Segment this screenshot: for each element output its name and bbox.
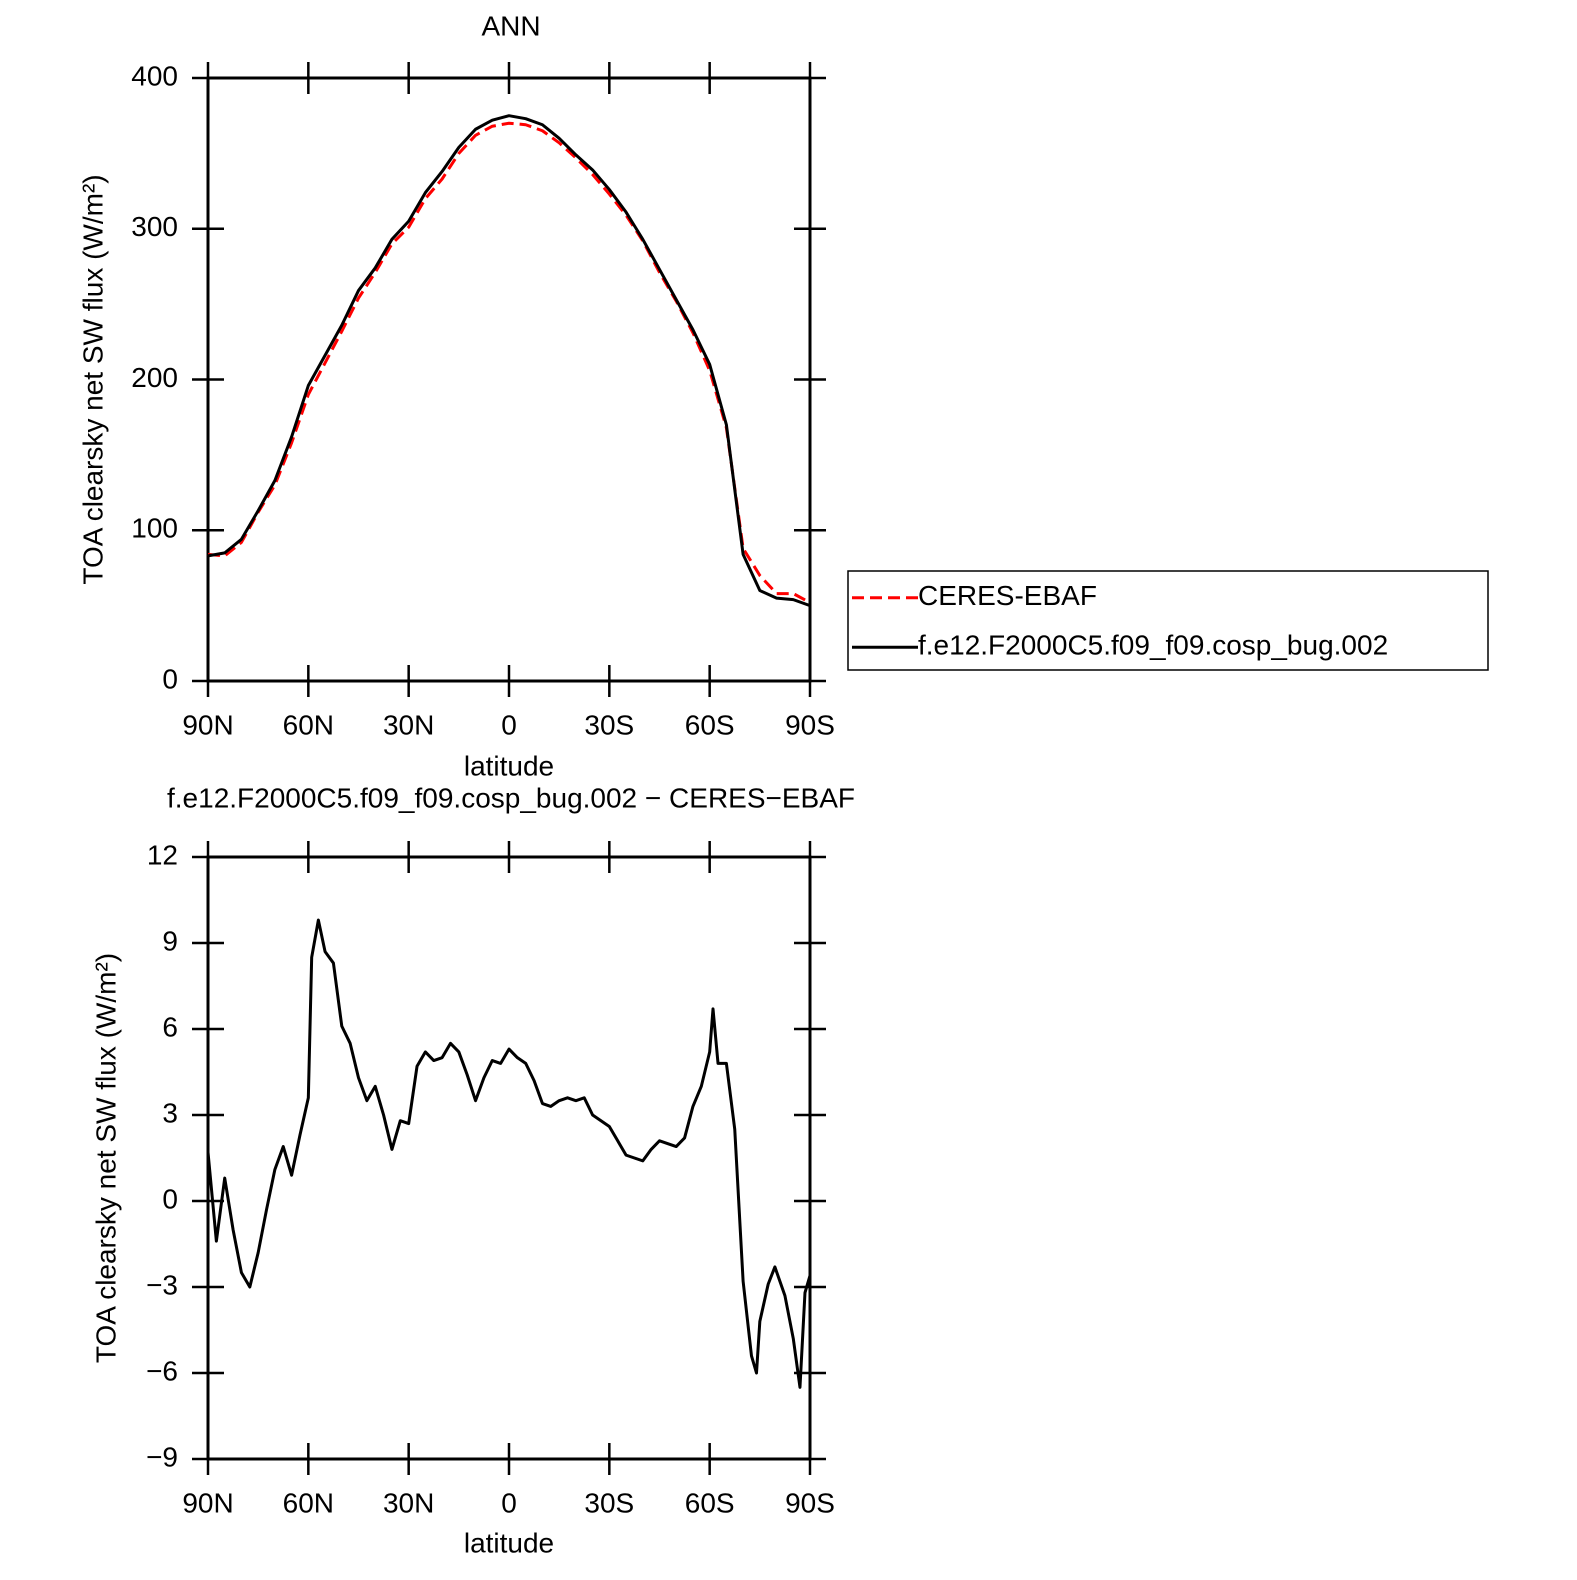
x-tick-label: 90N — [182, 1487, 233, 1518]
x-tick-label: 0 — [501, 1487, 517, 1518]
x-tick-label: 0 — [501, 709, 517, 740]
plot-frame — [206, 76, 812, 683]
y-axis-label: TOA clearsky net SW flux (W/m²) — [77, 174, 108, 584]
legend-label: f.e12.F2000C5.f09_f09.cosp_bug.002 — [918, 630, 1388, 661]
chart-title: ANN — [481, 10, 540, 41]
x-tick-label: 90N — [182, 709, 233, 740]
x-tick-label: 90S — [785, 1487, 835, 1518]
y-tick-label: 6 — [162, 1011, 178, 1042]
data-line — [206, 918, 812, 1389]
x-tick-label: 30N — [383, 1487, 434, 1518]
x-tick-label: 90S — [785, 709, 835, 740]
x-tick-label: 60S — [685, 709, 735, 740]
x-axis-label: latitude — [464, 1527, 554, 1558]
x-tick-label: 60N — [283, 709, 334, 740]
y-tick-label: −9 — [146, 1441, 178, 1472]
x-tick-label: 30S — [584, 1487, 634, 1518]
y-tick-label: 3 — [162, 1097, 178, 1128]
x-axis-label: latitude — [464, 750, 554, 781]
x-tick-label: 30N — [383, 709, 434, 740]
legend-label: CERES-EBAF — [918, 580, 1097, 611]
y-tick-label: 400 — [131, 60, 178, 91]
y-tick-label: 12 — [147, 839, 178, 870]
y-tick-label: 9 — [162, 925, 178, 956]
data-line — [207, 114, 811, 608]
y-tick-label: −6 — [146, 1355, 178, 1386]
plot-frame — [206, 855, 812, 1461]
y-axis-label: TOA clearsky net SW flux (W/m²) — [90, 953, 121, 1363]
y-tick-label: 0 — [162, 663, 178, 694]
y-tick-label: 200 — [131, 362, 178, 393]
y-tick-label: 300 — [131, 211, 178, 242]
y-tick-label: 100 — [131, 513, 178, 544]
chart-title: f.e12.F2000C5.f09_f09.cosp_bug.002 − CER… — [167, 782, 855, 813]
x-tick-label: 60N — [283, 1487, 334, 1518]
y-tick-label: −3 — [146, 1269, 178, 1300]
data-line — [207, 121, 811, 604]
y-tick-label: 0 — [162, 1183, 178, 1214]
x-tick-label: 60S — [685, 1487, 735, 1518]
legend-box — [847, 570, 1489, 671]
x-tick-label: 30S — [584, 709, 634, 740]
